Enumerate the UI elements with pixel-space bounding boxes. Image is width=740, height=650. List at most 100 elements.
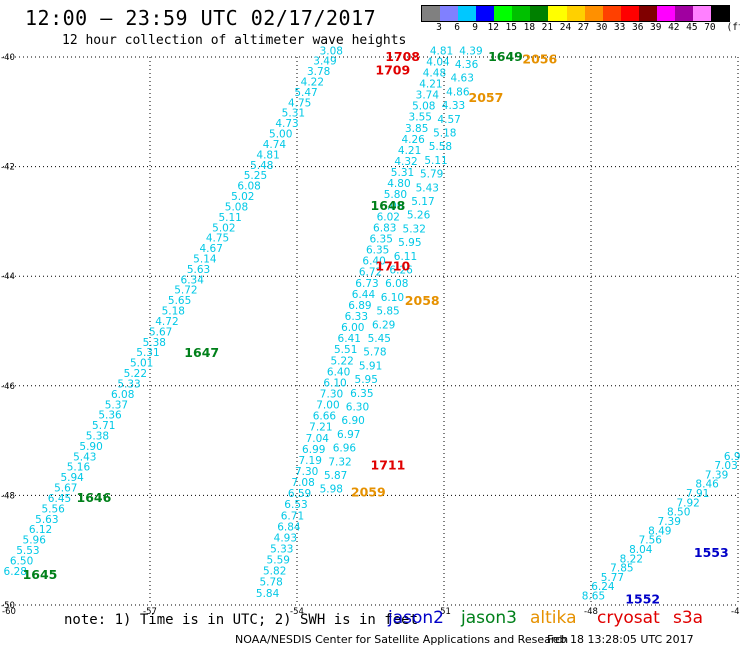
pass-number-label: 2057	[469, 90, 504, 105]
swh-value-label: 5.08	[412, 101, 435, 113]
swh-value-label: 7.32	[328, 456, 351, 468]
pass-number-label: 1708	[385, 49, 420, 64]
pass-number-label: 2058	[405, 293, 440, 308]
pass-number-label: 1649	[488, 49, 523, 64]
swh-value-label: 6.30	[346, 401, 369, 413]
swh-value-label: 3.55	[409, 112, 432, 124]
legend-tick-label: 15	[505, 22, 518, 33]
swh-value-label: 4.26	[401, 134, 425, 146]
swh-value-label: 4.57	[437, 114, 460, 126]
legend-swatch	[512, 6, 531, 21]
swh-value-label: 6.33	[345, 311, 368, 323]
swh-value-label: 5.25	[244, 170, 267, 182]
swh-value-label: 4.81	[256, 149, 279, 161]
swh-value-label: 5.79	[420, 169, 443, 181]
legend-tick-label: 18	[523, 22, 536, 33]
swh-value-label: 4.75	[288, 97, 311, 109]
swh-value-label: 3.08	[320, 45, 343, 57]
lon-tick-label: -54	[290, 607, 304, 617]
swh-value-label: 4.36	[455, 59, 479, 71]
swh-value-label: 5.18	[433, 127, 456, 139]
swh-value-label: 4.33	[442, 100, 465, 112]
swh-value-label: 7.03	[714, 460, 737, 472]
sat-label-cryosat: cryosat	[597, 608, 660, 628]
swh-value-label: 7.91	[686, 488, 709, 500]
swh-value-label: 6.59	[288, 488, 311, 500]
swh-value-label: 7.39	[658, 516, 681, 528]
swh-value-label: 5.45	[368, 333, 391, 345]
swh-value-label: 4.80	[387, 178, 410, 190]
lon-tick-label: -57	[143, 607, 157, 617]
pass-number-label: 1711	[371, 457, 406, 472]
legend-tick-label: 42	[668, 22, 680, 33]
swh-value-label: 5.22	[124, 368, 147, 380]
swh-value-label: 4.48	[423, 67, 446, 79]
pass-number-label: 1553	[694, 545, 729, 560]
swh-value-label: 5.01	[130, 358, 153, 370]
swh-value-label: 7.30	[320, 388, 343, 400]
swh-value-label: 5.31	[391, 167, 414, 179]
swh-value-label: 5.67	[149, 326, 172, 338]
swh-value-label: 6.96	[333, 443, 357, 455]
swh-value-label: 6.71	[281, 510, 304, 522]
pass-number-label: 1645	[23, 567, 58, 582]
legend-swatch	[620, 6, 639, 21]
legend-tick-label: 24	[559, 22, 572, 33]
swh-value-label: 5.95	[355, 374, 378, 386]
swh-value-label: 5.72	[174, 285, 197, 297]
legend-tick-label: 39	[650, 22, 662, 33]
swh-value-label: 5.14	[193, 254, 217, 266]
swh-value-label: 6.10	[381, 292, 404, 304]
lat-tick-label: -42	[1, 163, 15, 173]
pass-number-label: 2056	[522, 52, 557, 67]
legend-tick-label: 21	[541, 22, 554, 33]
swh-value-label: 5.63	[35, 514, 58, 526]
legend-tick-label: 30	[595, 22, 608, 33]
legend-swatch	[494, 6, 513, 21]
swh-value-label: 5.33	[270, 543, 293, 555]
swh-value-label: 6.26	[389, 264, 413, 276]
pass-number-label: 1552	[625, 592, 660, 607]
swh-value-label: 5.82	[263, 566, 286, 578]
footer-note: note: 1) Time is in UTC; 2) SWH is in fe…	[64, 612, 419, 628]
swh-value-label: 6.50	[10, 555, 33, 567]
map-ticks: -57 -54 -51 -48 -45 -60 -40 -42 -44 -46 -48 -50	[1, 53, 740, 617]
swh-value-label: 4.93	[274, 532, 297, 544]
pass-number-label: 1648	[371, 198, 406, 213]
swh-value-label: 8.50	[667, 507, 690, 519]
legend-swatch	[530, 6, 549, 21]
swh-value-label: 6.35	[366, 245, 389, 257]
chart-subtitle: 12 hour collection of altimeter wave hei…	[62, 33, 407, 48]
swh-value-label: 6.90	[341, 415, 364, 427]
swh-value-label: 6.08	[237, 181, 260, 193]
swh-value-label: 6.08	[111, 389, 134, 401]
swh-value-label: 5.31	[136, 347, 159, 359]
legend-unit: (ft)	[726, 22, 740, 33]
chart-title: 12:00 — 23:59 UTC 02/17/2017	[25, 6, 377, 30]
legend-tick-label: 12	[487, 22, 499, 33]
legend-swatch	[566, 6, 585, 21]
pass-labels: 1645 1646 1647 1648 1649 2056 2057 2058 2059 1708…	[23, 49, 729, 607]
swh-value-label: 5.71	[92, 420, 115, 432]
swh-value-label: 3.74	[416, 90, 440, 102]
swh-value-label: 5.77	[601, 572, 624, 584]
swh-value-label: 6.84	[277, 521, 301, 533]
swh-value-label: 5.78	[259, 577, 282, 589]
swh-value-label: 4.67	[200, 243, 223, 255]
legend-swatch	[422, 6, 441, 21]
swh-value-label: 7.04	[306, 433, 330, 445]
swh-value-label: 5.80	[384, 189, 407, 201]
swh-value-label: 6.40	[362, 256, 385, 268]
swh-value-label: 5.85	[376, 306, 399, 318]
swh-value-label: 4.22	[301, 76, 324, 88]
swh-value-label: 6.12	[29, 524, 52, 536]
swh-value-label: 7.39	[705, 469, 728, 481]
swh-value-label: 5.58	[429, 141, 452, 153]
swh-value-label: 6.72	[359, 267, 382, 279]
swh-value-label: 8.65	[582, 591, 605, 603]
swh-value-label: 4.39	[459, 45, 482, 57]
swh-value-label: 6.35	[350, 388, 373, 400]
swh-value-label: 5.53	[16, 545, 39, 557]
swh-value-label: 5.26	[407, 210, 431, 222]
lat-tick-label: -50	[1, 601, 15, 611]
